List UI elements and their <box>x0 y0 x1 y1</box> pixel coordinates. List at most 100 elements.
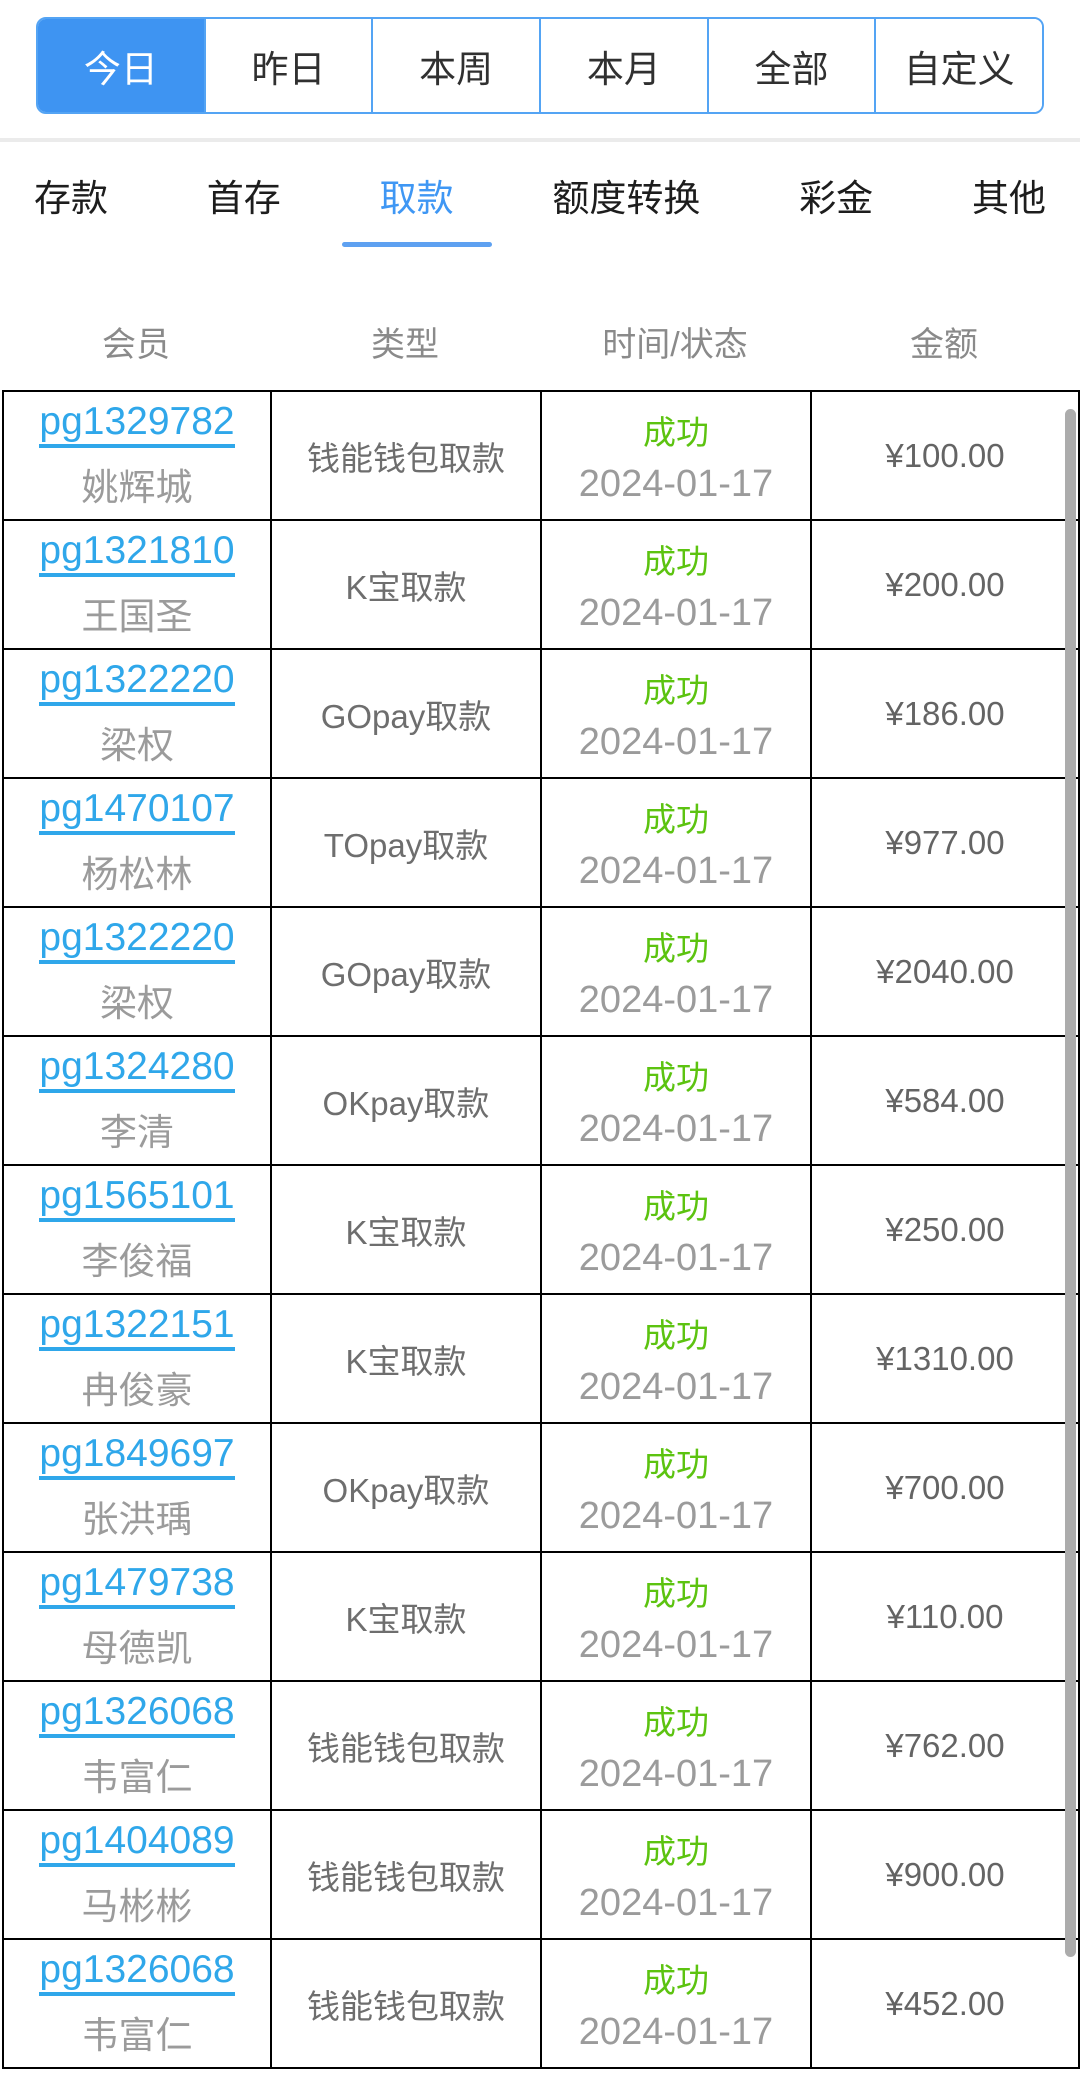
type-tab-1[interactable]: 存款 <box>34 142 108 247</box>
member-name: 母德凯 <box>81 1627 193 1669</box>
member-cell: pg1565101 李俊福 <box>2 1164 272 1295</box>
date-text: 2024-01-17 <box>578 1623 774 1666</box>
member-id-link[interactable]: pg1565101 <box>39 1174 235 1222</box>
type-cell: GOpay取款 <box>270 648 542 779</box>
amount-text: ¥452.00 <box>885 1984 1005 2022</box>
member-name: 李清 <box>100 1111 174 1153</box>
date-text: 2024-01-17 <box>578 591 774 634</box>
status-text: 成功 <box>643 542 709 580</box>
transaction-type-text: OKpay取款 <box>322 1471 490 1509</box>
amount-text: ¥900.00 <box>885 1855 1005 1893</box>
amount-cell: ¥1310.00 <box>810 1293 1080 1424</box>
table-row: pg1326068 韦富仁 钱能钱包取款 成功 2024-01-17 ¥452.00 <box>2 1938 1080 2069</box>
member-name: 梁权 <box>100 982 174 1024</box>
transactions-table-body: pg1329782 姚辉城 钱能钱包取款 成功 2024-01-17 ¥100.00 pg1… <box>2 390 1080 2069</box>
member-id-link[interactable]: pg1321810 <box>39 529 235 577</box>
member-id-link[interactable]: pg1322151 <box>39 1303 235 1351</box>
date-text: 2024-01-17 <box>578 1236 774 1279</box>
table-row: pg1404089 马彬彬 钱能钱包取款 成功 2024-01-17 ¥900.00 <box>2 1809 1080 1940</box>
type-cell: K宝取款 <box>270 1551 542 1682</box>
member-cell: pg1326068 韦富仁 <box>2 1938 272 2069</box>
status-cell: 成功 2024-01-17 <box>540 1680 812 1811</box>
date-text: 2024-01-17 <box>578 978 774 1021</box>
transaction-type-text: OKpay取款 <box>322 1084 490 1122</box>
column-header-4: 金额 <box>910 326 978 364</box>
transactions-table: pg1329782 姚辉城 钱能钱包取款 成功 2024-01-17 ¥100.00 pg1… <box>2 390 1080 2069</box>
amount-cell: ¥584.00 <box>810 1035 1080 1166</box>
table-row: pg1321810 王国圣 K宝取款 成功 2024-01-17 ¥200.00 <box>2 519 1080 650</box>
status-text: 成功 <box>643 1961 709 1999</box>
type-tab-5[interactable]: 彩金 <box>799 142 873 247</box>
type-tab-4[interactable]: 额度转换 <box>552 142 700 247</box>
member-id-link[interactable]: pg1322220 <box>39 658 235 706</box>
member-id-link[interactable]: pg1479738 <box>39 1561 235 1609</box>
member-cell: pg1479738 母德凯 <box>2 1551 272 1682</box>
type-tab-label: 取款 <box>379 177 454 219</box>
transaction-type-text: GOpay取款 <box>320 955 492 993</box>
amount-text: ¥584.00 <box>885 1081 1005 1119</box>
member-name: 张洪瑀 <box>81 1498 193 1540</box>
date-text: 2024-01-17 <box>578 1107 774 1150</box>
member-id-link[interactable]: pg1326068 <box>39 1948 235 1996</box>
status-cell: 成功 2024-01-17 <box>540 1422 812 1553</box>
table-row: pg1322151 冉俊豪 K宝取款 成功 2024-01-17 ¥1310.00 <box>2 1293 1080 1424</box>
date-tab-4[interactable]: 本月 <box>539 19 707 112</box>
member-id-link[interactable]: pg1324280 <box>39 1045 235 1093</box>
table-row: pg1470107 杨松林 TOpay取款 成功 2024-01-17 ¥977.00 <box>2 777 1080 908</box>
status-text: 成功 <box>643 1187 709 1225</box>
date-tab-1[interactable]: 今日 <box>38 19 204 112</box>
date-text: 2024-01-17 <box>578 2010 774 2053</box>
status-text: 成功 <box>643 1058 709 1096</box>
status-text: 成功 <box>643 413 709 451</box>
type-tab-2[interactable]: 首存 <box>207 142 281 247</box>
member-id-link[interactable]: pg1322220 <box>39 916 235 964</box>
type-cell: 钱能钱包取款 <box>270 1680 542 1811</box>
type-cell: GOpay取款 <box>270 906 542 1037</box>
status-text: 成功 <box>643 1445 709 1483</box>
member-id-link[interactable]: pg1329782 <box>39 400 235 448</box>
table-row: pg1326068 韦富仁 钱能钱包取款 成功 2024-01-17 ¥762.00 <box>2 1680 1080 1811</box>
transaction-type-text: K宝取款 <box>345 1342 467 1380</box>
status-cell: 成功 2024-01-17 <box>540 390 812 521</box>
amount-cell: ¥100.00 <box>810 390 1080 521</box>
type-cell: K宝取款 <box>270 1293 542 1424</box>
member-id-link[interactable]: pg1849697 <box>39 1432 235 1480</box>
date-text: 2024-01-17 <box>578 1494 774 1537</box>
amount-cell: ¥762.00 <box>810 1680 1080 1811</box>
member-name: 韦富仁 <box>81 2014 193 2056</box>
member-name: 王国圣 <box>81 595 193 637</box>
member-id-link[interactable]: pg1470107 <box>39 787 235 835</box>
type-tab-6[interactable]: 其他 <box>972 142 1046 247</box>
member-id-link[interactable]: pg1326068 <box>39 1690 235 1738</box>
status-text: 成功 <box>643 800 709 838</box>
amount-text: ¥200.00 <box>885 565 1005 603</box>
type-cell: 钱能钱包取款 <box>270 1938 542 2069</box>
status-cell: 成功 2024-01-17 <box>540 1164 812 1295</box>
date-tab-5[interactable]: 全部 <box>706 19 875 112</box>
table-row: pg1849697 张洪瑀 OKpay取款 成功 2024-01-17 ¥700.00 <box>2 1422 1080 1553</box>
member-cell: pg1322151 冉俊豪 <box>2 1293 272 1424</box>
status-cell: 成功 2024-01-17 <box>540 1809 812 1940</box>
type-tab-3[interactable]: 取款 <box>341 142 492 247</box>
date-tab-3[interactable]: 本周 <box>371 19 540 112</box>
member-cell: pg1322220 梁权 <box>2 906 272 1037</box>
section-divider <box>0 138 1080 142</box>
date-tab-2[interactable]: 昨日 <box>203 19 372 112</box>
date-text: 2024-01-17 <box>578 1881 774 1924</box>
status-text: 成功 <box>643 1316 709 1354</box>
column-header-3: 时间/状态 <box>602 326 748 364</box>
transaction-type-text: K宝取款 <box>345 568 467 606</box>
amount-text: ¥977.00 <box>885 823 1005 861</box>
member-cell: pg1326068 韦富仁 <box>2 1680 272 1811</box>
amount-cell: ¥2040.00 <box>810 906 1080 1037</box>
transaction-type-text: 钱能钱包取款 <box>307 1858 505 1896</box>
table-row: pg1329782 姚辉城 钱能钱包取款 成功 2024-01-17 ¥100.00 <box>2 390 1080 521</box>
scrollbar-thumb[interactable] <box>1065 409 1076 1957</box>
type-tab-label: 首存 <box>206 177 281 219</box>
member-id-link[interactable]: pg1404089 <box>39 1819 235 1867</box>
date-tab-6[interactable]: 自定义 <box>874 19 1042 112</box>
transaction-type-text: K宝取款 <box>345 1213 467 1251</box>
transaction-type-tabs: 存款 首存 取款 额度转换 彩金 其他 <box>0 142 1080 247</box>
active-tab-underline <box>341 242 492 247</box>
status-cell: 成功 2024-01-17 <box>540 1035 812 1166</box>
